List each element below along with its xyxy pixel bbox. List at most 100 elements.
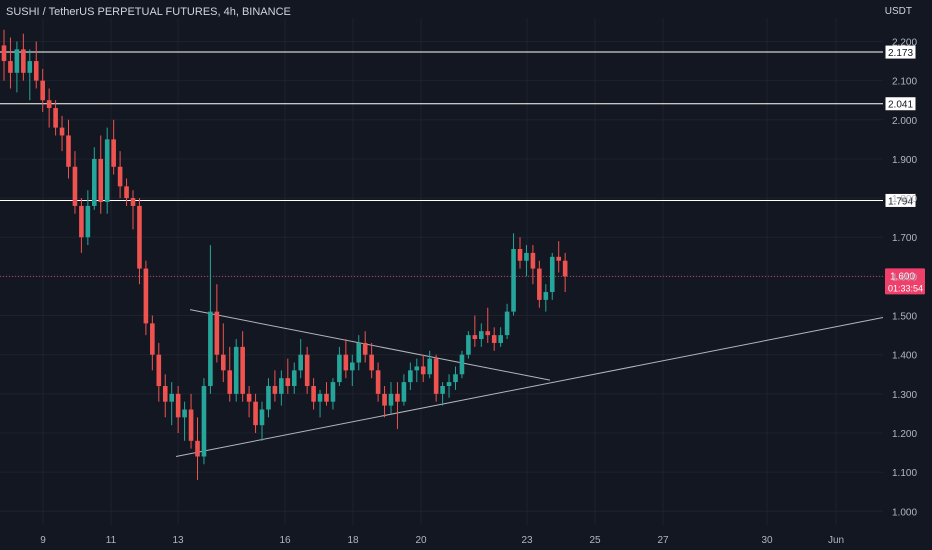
candle-body bbox=[169, 393, 174, 402]
candle-body bbox=[46, 100, 52, 109]
candle-body bbox=[214, 311, 220, 355]
candle-body bbox=[343, 354, 349, 371]
candle-body bbox=[221, 354, 226, 371]
candle-body bbox=[33, 61, 39, 81]
candle-body bbox=[304, 354, 310, 387]
candle-body bbox=[395, 393, 400, 402]
price-tick-label: 2.000 bbox=[892, 116, 917, 127]
candle-body bbox=[1, 45, 7, 62]
currency-label: USDT bbox=[884, 6, 912, 17]
candle-body bbox=[317, 393, 323, 402]
candle-body bbox=[40, 80, 45, 101]
time-tick-label: 13 bbox=[172, 535, 184, 546]
candle-body bbox=[549, 256, 555, 293]
candle-body bbox=[369, 354, 374, 371]
candle-body bbox=[259, 409, 265, 426]
candle-body bbox=[414, 366, 420, 371]
level-label-box bbox=[884, 192, 917, 208]
candle-body bbox=[401, 382, 407, 402]
candle-body bbox=[485, 331, 491, 336]
candle-body bbox=[324, 393, 329, 402]
candle-body bbox=[143, 268, 149, 324]
time-tick-label: 18 bbox=[347, 535, 359, 546]
price-tick-label: 1.300 bbox=[892, 390, 917, 401]
trendline-lower bbox=[175, 317, 884, 457]
candle-body bbox=[388, 393, 394, 406]
candle-body bbox=[446, 382, 452, 387]
candle-body bbox=[440, 386, 445, 394]
candle-body bbox=[517, 248, 523, 261]
candle-body bbox=[150, 323, 155, 355]
candle-body bbox=[59, 127, 65, 136]
candle-body bbox=[137, 205, 142, 269]
time-tick-label: 16 bbox=[279, 535, 291, 546]
candle-body bbox=[466, 335, 471, 355]
current-price-label: 1.600 bbox=[890, 271, 915, 282]
countdown-label: 01:33:54 bbox=[888, 283, 923, 293]
candle-body bbox=[92, 158, 97, 206]
candle-body bbox=[298, 354, 303, 371]
candle-body bbox=[53, 108, 58, 128]
level-label: 2.041 bbox=[888, 100, 913, 111]
price-axis: 2.200 2.100 2.000 1.900 1.800 1.700 1.600 1.500… bbox=[892, 37, 917, 518]
candle-body bbox=[201, 386, 207, 457]
time-tick-label: 23 bbox=[521, 535, 533, 546]
trendlines bbox=[175, 309, 884, 457]
candle-body bbox=[433, 358, 439, 394]
price-tick-label: 2.100 bbox=[892, 77, 917, 88]
candle-body bbox=[227, 370, 233, 394]
candle-body bbox=[511, 248, 516, 312]
level-label: 1.794 bbox=[888, 196, 913, 207]
candle-body bbox=[356, 342, 362, 363]
candle-body bbox=[350, 362, 355, 371]
time-tick-label: 20 bbox=[415, 535, 427, 546]
candle-body bbox=[498, 335, 503, 343]
candle-body bbox=[266, 386, 271, 410]
candle-body bbox=[311, 386, 316, 402]
candle-body bbox=[246, 393, 252, 402]
candle-body bbox=[14, 49, 20, 73]
price-tick-label: 1.000 bbox=[892, 507, 917, 518]
trendline-upper bbox=[189, 309, 551, 381]
candle-body bbox=[408, 370, 413, 383]
candle-body bbox=[504, 311, 510, 336]
chart-title: SUSHI / TetherUS PERPETUAL FUTURES, 4h, … bbox=[6, 6, 291, 18]
candle-body bbox=[188, 409, 194, 441]
candle-body bbox=[182, 409, 187, 418]
candle-body bbox=[66, 135, 71, 167]
candle-body bbox=[272, 386, 278, 394]
price-tick-label: 1.900 bbox=[892, 155, 917, 166]
price-tick-label: 2.200 bbox=[892, 37, 917, 48]
candle-body bbox=[104, 139, 110, 203]
price-tick-label: 1.700 bbox=[892, 233, 917, 244]
candle-body bbox=[420, 366, 426, 375]
level-label-box bbox=[884, 96, 917, 112]
candle-body bbox=[253, 401, 258, 426]
candle-body bbox=[479, 331, 484, 340]
time-axis: 9 11 13 16 18 20 23 25 27 30 Jun bbox=[40, 535, 844, 546]
price-tick-label: 1.500 bbox=[892, 312, 917, 323]
level-label: 2.173 bbox=[888, 48, 913, 59]
level-label-box bbox=[884, 44, 917, 60]
candle-body bbox=[124, 186, 129, 199]
candle-body bbox=[156, 354, 162, 387]
candle-body bbox=[175, 393, 181, 418]
candle-body bbox=[330, 382, 336, 402]
time-tick-label: 30 bbox=[761, 535, 773, 546]
time-tick-label: 25 bbox=[589, 535, 601, 546]
candle-body bbox=[21, 49, 26, 73]
candle-body bbox=[162, 386, 168, 402]
candle-body bbox=[524, 252, 529, 261]
candle-body bbox=[459, 354, 465, 375]
price-tick-label: 1.200 bbox=[892, 429, 917, 440]
grid bbox=[0, 18, 883, 525]
time-tick-label: 9 bbox=[40, 535, 46, 546]
candle-body bbox=[195, 440, 200, 457]
price-tick-label: 1.100 bbox=[892, 468, 917, 479]
candle-body bbox=[285, 378, 291, 387]
candle-body bbox=[453, 374, 458, 383]
candle-body bbox=[111, 139, 116, 167]
